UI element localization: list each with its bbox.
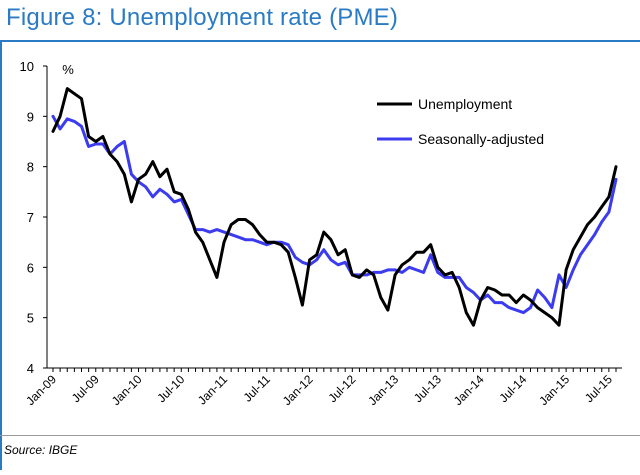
legend: Unemployment Seasonally-adjusted <box>377 96 544 147</box>
axes: 4 5 6 7 8 9 10 % Jan-09 Jul-09 Jan-10 Jul-10 Jan-11 J… <box>20 59 622 408</box>
x-tick-label: Jan-09 <box>23 372 59 408</box>
x-tick-label: Jul-11 <box>241 372 274 405</box>
x-tick-label: Jul-15 <box>582 372 615 405</box>
y-tick-label: 5 <box>27 311 34 326</box>
x-tick-label: Jan-13 <box>365 372 401 408</box>
source-rule <box>0 435 640 436</box>
series-line-unemployment <box>51 87 618 327</box>
x-tick-label: Jan-15 <box>536 372 572 408</box>
source-note: Source: IBGE <box>4 443 78 457</box>
x-tick-label: Jul-10 <box>154 372 187 405</box>
series-lines <box>51 87 618 327</box>
title-rule <box>0 40 640 42</box>
legend-label: Seasonally-adjusted <box>418 131 544 147</box>
y-tick-label: 6 <box>27 260 34 275</box>
x-tick-label: Jul-12 <box>325 372 358 405</box>
x-tick-label: Jan-11 <box>195 372 230 407</box>
frame-left-border <box>0 40 2 470</box>
x-tick-label: Jul-09 <box>69 372 102 405</box>
y-tick-label: 10 <box>20 59 34 74</box>
y-tick-label: 8 <box>27 160 34 175</box>
x-tick-label: Jan-12 <box>280 372 316 408</box>
y-unit-label: % <box>62 62 74 77</box>
x-tick-label: Jan-10 <box>109 372 145 408</box>
x-tick-label: Jul-13 <box>411 372 444 405</box>
series-line-seasonally-adjusted <box>51 114 618 315</box>
legend-label: Unemployment <box>418 96 512 112</box>
y-tick-label: 9 <box>27 109 34 124</box>
x-tick-label: Jul-14 <box>496 372 529 405</box>
y-tick-label: 4 <box>27 361 34 376</box>
y-tick-label: 7 <box>27 210 34 225</box>
chart-title: Figure 8: Unemployment rate (PME) <box>6 4 399 31</box>
x-tick-label: Jan-14 <box>451 372 487 408</box>
line-chart: 4 5 6 7 8 9 10 % Jan-09 Jul-09 Jan-10 Jul-10 Jan-11 J… <box>20 59 622 408</box>
